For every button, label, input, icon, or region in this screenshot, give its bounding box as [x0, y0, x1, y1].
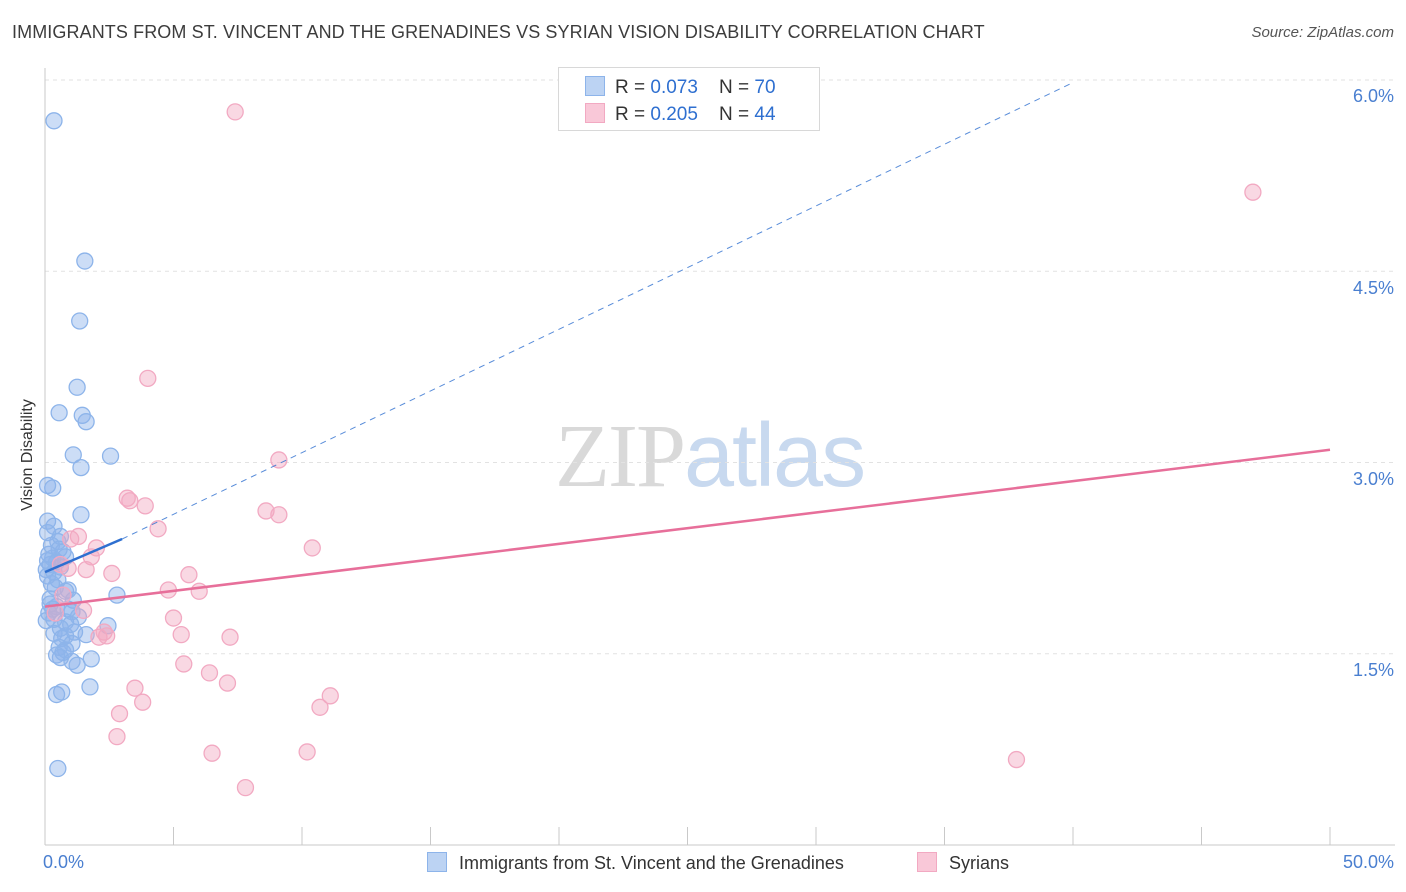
data-point-pink: [175, 655, 193, 673]
data-point-pink: [236, 778, 255, 797]
y-tick-label: 1.5%: [1352, 660, 1394, 680]
data-point-pink: [164, 609, 183, 627]
source-label: Source: ZipAtlas.com: [1251, 24, 1394, 41]
data-point-blue: [64, 446, 82, 464]
data-point-pink: [54, 586, 72, 604]
data-point-pink: [303, 539, 321, 557]
chart-title: IMMIGRANTS FROM ST. VINCENT AND THE GREN…: [12, 22, 985, 42]
data-point-pink: [203, 744, 221, 762]
data-point-pink: [121, 492, 139, 510]
bottom-legend-label-pink: Syrians: [949, 853, 1010, 873]
data-point-blue: [45, 112, 63, 130]
data-point-pink: [180, 566, 198, 584]
data-point-pink: [270, 451, 288, 469]
legend-n-label: N =: [719, 104, 755, 125]
bottom-legend-blue: Immigrants from St. Vincent and the Gren…: [427, 852, 844, 874]
data-point-pink: [149, 520, 167, 538]
data-point-pink: [298, 743, 316, 761]
legend-swatch-pink: [585, 103, 605, 123]
watermark-zip: ZIP: [555, 407, 686, 506]
legend-row-pink: R = 0.205 N = 44: [585, 103, 776, 126]
data-point-pink: [257, 502, 275, 520]
watermark-atlas: atlas: [684, 406, 866, 506]
data-point-blue: [68, 378, 86, 396]
data-point-pink: [1244, 183, 1262, 201]
data-point-blue: [47, 685, 66, 704]
data-point-pink: [139, 369, 157, 388]
data-point-blue: [82, 650, 100, 668]
y-tick-label: 6.0%: [1352, 86, 1394, 106]
data-point-blue: [59, 581, 77, 599]
y-tick-label: 4.5%: [1352, 278, 1394, 298]
data-point-pink: [108, 727, 126, 746]
data-point-blue: [77, 625, 95, 644]
data-point-pink: [1007, 750, 1026, 769]
data-point-pink: [321, 687, 339, 705]
data-point-pink: [190, 582, 208, 600]
y-tick-label: 3.0%: [1352, 469, 1394, 489]
data-point-pink: [62, 530, 80, 548]
data-point-pink: [172, 625, 190, 644]
legend: R = 0.073 N = 70 R = 0.205 N = 44: [558, 67, 820, 131]
data-point-pink: [136, 497, 154, 515]
data-point-pink: [46, 604, 64, 622]
bottom-legend-pink: Syrians: [917, 852, 1009, 874]
data-point-blue: [72, 458, 90, 477]
legend-r-value: 0.073: [650, 77, 698, 98]
legend-n-value: 44: [754, 104, 776, 125]
data-point-blue: [63, 634, 81, 653]
data-point-blue: [50, 404, 68, 422]
x-tick-label-min: 0.0%: [43, 852, 85, 872]
data-point-blue: [71, 312, 89, 330]
data-point-blue: [81, 678, 99, 696]
bottom-legend-swatch-pink: [917, 852, 937, 872]
data-point-pink: [200, 664, 219, 682]
data-point-blue: [68, 656, 86, 674]
data-point-pink: [226, 103, 244, 121]
data-point-blue: [77, 413, 95, 431]
data-point-pink: [311, 698, 329, 716]
watermark: ZIPatlas: [555, 405, 866, 508]
data-point-pink: [74, 601, 93, 620]
data-point-pink: [126, 679, 144, 697]
legend-n-value: 70: [754, 77, 776, 98]
data-point-pink: [98, 627, 116, 645]
legend-row-blue: R = 0.073 N = 70: [585, 76, 776, 99]
trend-line-blue-extension: [121, 82, 1074, 540]
bottom-legend-swatch-blue: [427, 852, 447, 872]
data-point-pink: [103, 564, 121, 583]
data-point-blue: [108, 586, 126, 604]
data-point-pink: [77, 560, 95, 579]
data-point-blue: [101, 447, 120, 465]
data-point-blue: [38, 476, 57, 495]
legend-swatch-blue: [585, 76, 605, 96]
legend-r-value: 0.205: [650, 104, 698, 125]
legend-r-label: R =: [615, 104, 651, 125]
data-point-pink: [134, 693, 152, 711]
data-point-blue: [72, 506, 90, 524]
data-point-pink: [221, 628, 239, 646]
x-tick-label-max: 50.0%: [1342, 852, 1394, 872]
data-point-pink: [110, 705, 129, 723]
legend-r-label: R =: [615, 77, 651, 98]
data-point-pink: [270, 506, 288, 524]
bottom-legend-label-blue: Immigrants from St. Vincent and the Gren…: [459, 853, 844, 873]
trend-line-blue: [44, 537, 123, 574]
data-point-blue: [76, 252, 94, 270]
data-point-blue: [49, 759, 67, 778]
data-point-pink: [118, 489, 136, 507]
data-point-pink: [218, 674, 237, 692]
legend-n-label: N =: [719, 77, 755, 98]
trend-line-pink: [44, 448, 1331, 608]
